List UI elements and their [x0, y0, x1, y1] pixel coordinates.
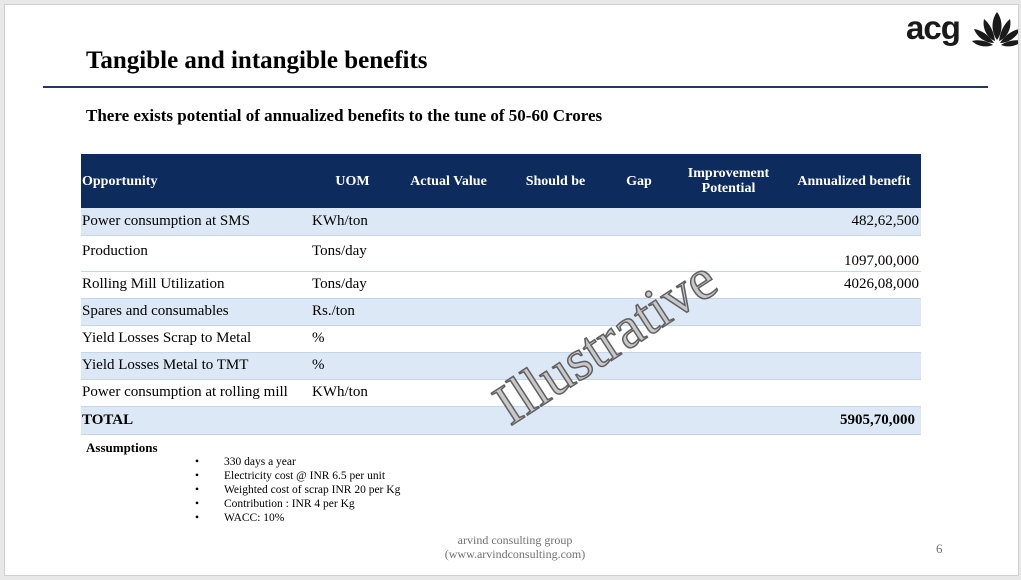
- table-header-row: Opportunity UOM Actual Value Should be G…: [81, 154, 921, 208]
- cell-uom: %: [311, 325, 394, 353]
- cell-opportunity: Power consumption at SMS: [81, 208, 311, 236]
- header-improvement-potential: Improvement Potential: [670, 154, 787, 208]
- cell-benefit: 1097,00,000: [787, 235, 921, 272]
- total-value: 5905,70,000: [787, 406, 921, 435]
- header-opportunity: Opportunity: [81, 154, 311, 208]
- slide-title: Tangible and intangible benefits: [86, 47, 428, 74]
- footer-company: arvind consulting group: [457, 533, 573, 547]
- logo-text: acg: [906, 9, 961, 46]
- footer-website: (www.arvindconsulting.com): [444, 547, 586, 561]
- header-actual-value: Actual Value: [394, 154, 503, 208]
- assumptions-title: Assumptions: [86, 440, 158, 455]
- total-label: TOTAL: [81, 406, 311, 435]
- cell-opportunity: Yield Losses Scrap to Metal: [81, 325, 311, 353]
- table-row: Yield Losses Metal to TMT %: [81, 352, 921, 380]
- cell-benefit: [787, 352, 921, 380]
- footer: arvind consulting group (www.arvindconsu…: [415, 533, 615, 561]
- header-gap: Gap: [608, 154, 670, 208]
- header-annualized-benefit: Annualized benefit: [787, 154, 921, 208]
- cell-opportunity: Power consumption at rolling mill: [81, 379, 311, 407]
- assumption-item: 330 days a year: [195, 455, 400, 469]
- cell-opportunity: Production: [81, 235, 311, 272]
- cell-uom: KWh/ton: [311, 208, 394, 236]
- cell-opportunity: Rolling Mill Utilization: [81, 271, 311, 299]
- cell-benefit: 482,62,500: [787, 208, 921, 236]
- table-row: Yield Losses Scrap to Metal %: [81, 325, 921, 353]
- header-uom: UOM: [311, 154, 394, 208]
- assumption-item: Weighted cost of scrap INR 20 per Kg: [195, 483, 400, 497]
- table-total-row: TOTAL 5905,70,000: [81, 406, 921, 435]
- header-should-be: Should be: [503, 154, 608, 208]
- cell-uom: KWh/ton: [311, 379, 394, 407]
- cell-uom: %: [311, 352, 394, 380]
- table-row: Rolling Mill Utilization Tons/day 4026,0…: [81, 271, 921, 299]
- assumption-item: Electricity cost @ INR 6.5 per unit: [195, 469, 400, 483]
- cell-opportunity: Yield Losses Metal to TMT: [81, 352, 311, 380]
- cell-benefit: [787, 379, 921, 407]
- cell-benefit: [787, 298, 921, 326]
- acg-logo: acg: [905, 8, 1018, 52]
- assumption-item: Contribution : INR 4 per Kg: [195, 497, 400, 511]
- table-row: Power consumption at SMS KWh/ton 482,62,…: [81, 208, 921, 236]
- lotus-icon: [972, 12, 1018, 47]
- cell-benefit: [787, 325, 921, 353]
- cell-benefit: 4026,08,000: [787, 271, 921, 299]
- slide-subtitle: There exists potential of annualized ben…: [86, 106, 603, 125]
- page-number: 6: [936, 541, 943, 556]
- table-row: Spares and consumables Rs./ton: [81, 298, 921, 326]
- cell-uom: Rs./ton: [311, 298, 394, 326]
- cell-uom: Tons/day: [311, 271, 394, 299]
- title-divider: [43, 86, 988, 88]
- slide: Tangible and intangible benefits acg The…: [4, 4, 1019, 576]
- assumption-item: WACC: 10%: [195, 511, 400, 525]
- cell-opportunity: Spares and consumables: [81, 298, 311, 326]
- table-row: Production Tons/day 1097,00,000: [81, 235, 921, 272]
- assumptions-list: 330 days a year Electricity cost @ INR 6…: [195, 455, 400, 525]
- benefits-table: Opportunity UOM Actual Value Should be G…: [81, 154, 921, 435]
- table-row: Power consumption at rolling mill KWh/to…: [81, 379, 921, 407]
- cell-uom: Tons/day: [311, 235, 394, 272]
